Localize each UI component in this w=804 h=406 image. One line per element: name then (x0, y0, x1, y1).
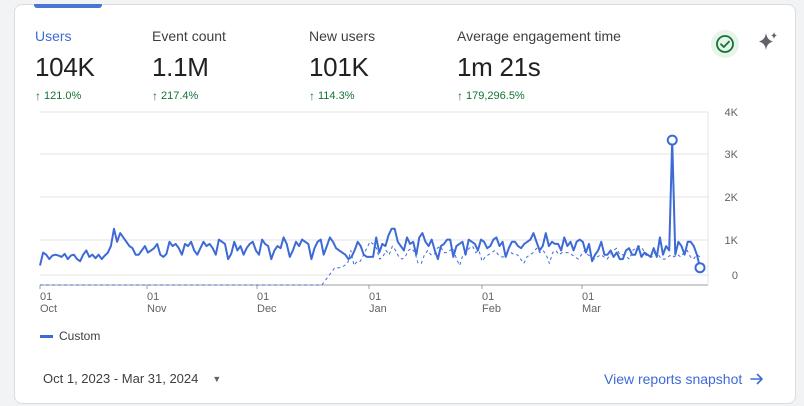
data-point-marker (694, 262, 706, 274)
x-tick-month: Nov (147, 303, 167, 315)
caret-down-icon: ▼ (212, 373, 222, 384)
arrow-up-icon: ↑ (152, 89, 158, 103)
metric-value: 101K (309, 52, 369, 82)
metric-label: Average engagement time (457, 28, 621, 44)
metric-label: Event count (152, 28, 226, 44)
metric-label: Users (35, 28, 72, 44)
y-tick-label: 3K (725, 149, 739, 161)
x-tick-month: Dec (257, 303, 277, 315)
x-tick-month: Feb (482, 303, 501, 315)
arrow-up-icon: ↑ (35, 89, 41, 103)
x-tick-day: 01 (582, 291, 594, 303)
y-tick-label: 4K (725, 107, 739, 119)
metric-tab-new-users[interactable]: New users 101K ↑ 114.3% (309, 28, 375, 103)
metric-delta-value: 179,296.5% (466, 90, 525, 102)
metric-delta-value: 121.0% (44, 90, 82, 102)
snapshot-link-label: View reports snapshot (604, 371, 743, 387)
data-point-marker (666, 134, 678, 146)
metric-label: New users (309, 28, 376, 44)
y-axis-ticks: 4K 3K 2K 1K 0 (725, 107, 739, 282)
metric-delta: ↑ 217.4% (152, 89, 226, 103)
x-tick-day: 01 (369, 291, 381, 303)
metric-value: 104K (35, 52, 95, 82)
view-reports-snapshot-link[interactable]: View reports snapshot (604, 371, 764, 387)
x-tick-day: 01 (257, 291, 269, 303)
metric-tab-users[interactable]: Users 104K ↑ 121.0% (35, 28, 95, 103)
x-tick-month: Jan (369, 303, 387, 315)
arrow-right-icon (750, 373, 764, 385)
x-tick-day: 01 (482, 291, 494, 303)
active-metric-indicator (34, 4, 102, 8)
sparkle-icon (759, 32, 777, 50)
metric-tab-event-count[interactable]: Event count 1.1M ↑ 217.4% (152, 28, 226, 103)
metric-delta-value: 217.4% (161, 90, 199, 102)
metric-delta: ↑ 179,296.5% (457, 89, 621, 103)
custom-series-line (39, 139, 701, 268)
y-tick-label: 2K (725, 192, 739, 204)
arrow-up-icon: ↑ (457, 89, 463, 103)
metric-tab-avg-engagement-time[interactable]: Average engagement time 1m 21s ↑ 179,296… (457, 28, 621, 103)
metric-delta: ↑ 121.0% (35, 89, 95, 103)
metric-value: 1.1M (152, 52, 209, 82)
metric-value: 1m 21s (457, 52, 541, 82)
insights-button[interactable] (754, 28, 782, 56)
chart-grid (40, 111, 709, 286)
x-tick-month: Mar (582, 303, 601, 315)
arrow-up-icon: ↑ (309, 89, 315, 103)
metric-delta: ↑ 114.3% (309, 89, 375, 103)
legend-label: Custom (59, 329, 101, 343)
x-tick-day: 01 (147, 291, 159, 303)
x-tick-day: 01 (40, 291, 52, 303)
chart-series (39, 134, 706, 286)
data-quality-check-button[interactable] (711, 30, 739, 58)
comparison-series-line (40, 241, 701, 286)
metric-delta-value: 114.3% (318, 90, 355, 102)
y-tick-label: 1K (725, 235, 739, 247)
report-card (14, 4, 796, 404)
y-tick-label: 0 (732, 270, 738, 282)
chart-legend: Custom (40, 329, 100, 343)
date-range-label: Oct 1, 2023 - Mar 31, 2024 (43, 371, 199, 386)
x-tick-month: Oct (40, 303, 57, 315)
date-range-selector[interactable]: Oct 1, 2023 - Mar 31, 2024 ▼ (43, 371, 221, 386)
legend-swatch (40, 334, 53, 338)
check-circle-icon (716, 35, 734, 53)
